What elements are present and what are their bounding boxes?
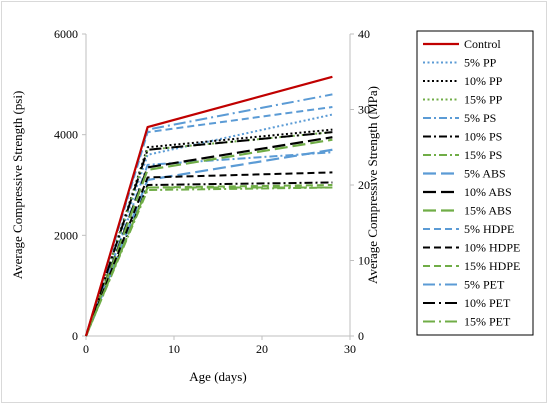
legend-label-15pct-pp: 15% PP xyxy=(464,93,503,107)
legend-label-5pct-pp: 5% PP xyxy=(464,56,497,70)
legend-label-15pct-abs: 15% ABS xyxy=(464,204,512,218)
series-layer xyxy=(84,75,333,337)
y-tick-label: 0 xyxy=(72,329,78,343)
x-tick-label: 10 xyxy=(168,342,180,356)
legend-label-control: Control xyxy=(464,37,501,51)
legend-label-5pct-ps: 5% PS xyxy=(464,111,496,125)
x-axis-title: Age (days) xyxy=(189,369,246,384)
y-tick-label: 4000 xyxy=(54,128,78,142)
y-axis-title: Average Compressive Strength (psi) xyxy=(10,91,25,280)
legend-label-5pct-pet: 5% PET xyxy=(464,278,505,292)
series-line-15pct-abs xyxy=(84,138,333,337)
y-tick-label: 2000 xyxy=(54,228,78,242)
legend-label-10pct-abs: 10% ABS xyxy=(464,185,512,199)
series-line-10pct-abs xyxy=(84,136,333,337)
series-line-10pct-ps xyxy=(85,181,333,337)
secondary-y-tick-label: 40 xyxy=(358,27,370,41)
secondary-y-axis-title: Average Compressive Strength (MPa) xyxy=(365,86,380,284)
legend-label-10pct-ps: 10% PS xyxy=(464,130,502,144)
legend-label-15pct-hdpe: 15% HDPE xyxy=(464,259,520,273)
series-line-15pct-pet xyxy=(85,186,333,337)
y-tick-label: 6000 xyxy=(54,27,78,41)
series-line-10pct-pp xyxy=(85,128,333,337)
legend-label-5pct-hdpe: 5% HDPE xyxy=(464,222,514,236)
secondary-y-tick-label: 30 xyxy=(358,103,370,117)
legend-label-10pct-pet: 10% PET xyxy=(464,296,511,310)
secondary-y-tick-label: 0 xyxy=(358,329,364,343)
series-line-control xyxy=(84,75,333,337)
secondary-y-tick-label: 10 xyxy=(358,254,370,268)
legend-label-15pct-ps: 15% PS xyxy=(464,148,502,162)
x-tick-label: 0 xyxy=(83,342,89,356)
legend-label-10pct-pp: 10% PP xyxy=(464,74,503,88)
legend-label-15pct-pet: 15% PET xyxy=(464,315,511,329)
x-tick-label: 20 xyxy=(256,342,268,356)
series-line-10pct-pet xyxy=(85,131,333,337)
x-tick-label: 30 xyxy=(344,342,356,356)
legend-label-5pct-abs: 5% ABS xyxy=(464,167,506,181)
legend-box xyxy=(416,30,534,336)
legend-label-10pct-hdpe: 10% HDPE xyxy=(464,241,520,255)
series-line-5pct-pet xyxy=(85,93,333,337)
secondary-y-tick-label: 20 xyxy=(358,178,370,192)
legend: Control 5% PP 10% PP 15% PP 5% PS 10% PS 15% P… xyxy=(416,30,534,336)
series-line-10pct-hdpe xyxy=(85,171,333,337)
